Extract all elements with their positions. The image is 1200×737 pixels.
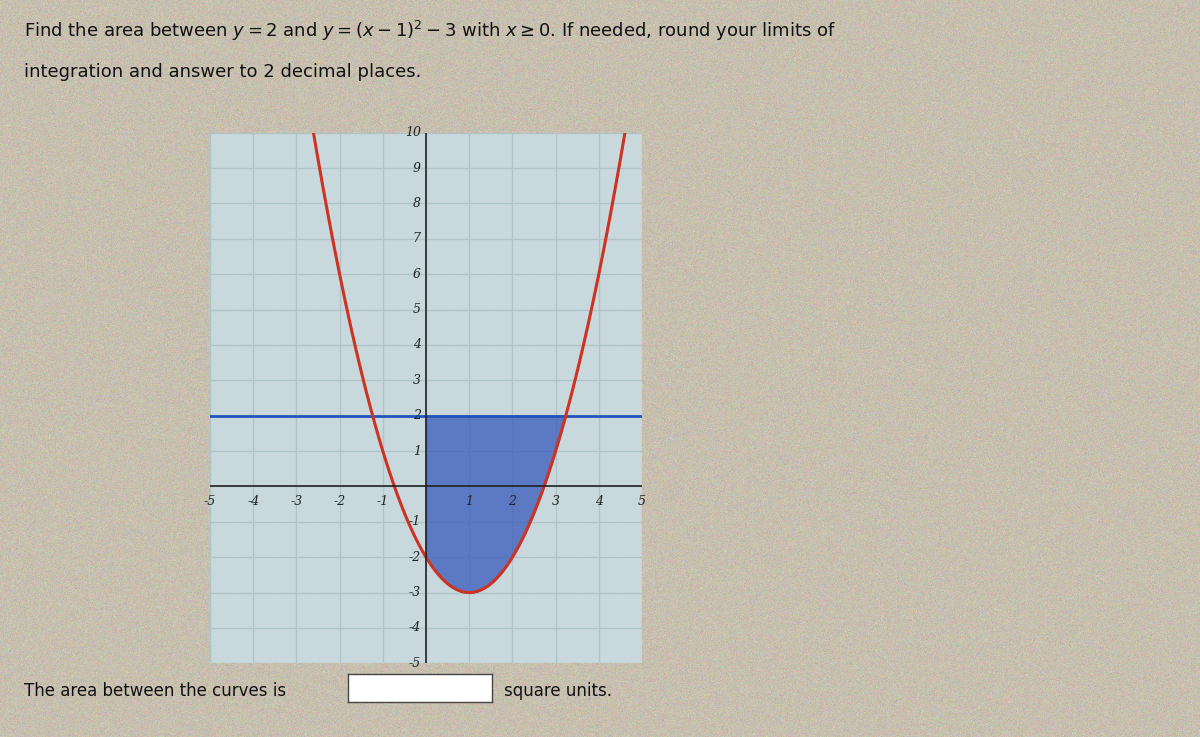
Text: 4: 4 bbox=[413, 338, 421, 352]
Text: 10: 10 bbox=[404, 126, 421, 139]
Text: 3: 3 bbox=[552, 495, 559, 509]
Text: -1: -1 bbox=[377, 495, 389, 509]
Text: square units.: square units. bbox=[504, 682, 612, 699]
Text: 9: 9 bbox=[413, 161, 421, 175]
Text: -4: -4 bbox=[247, 495, 259, 509]
Text: 3: 3 bbox=[413, 374, 421, 387]
Text: 5: 5 bbox=[413, 303, 421, 316]
Text: 2: 2 bbox=[413, 409, 421, 422]
Text: -2: -2 bbox=[408, 551, 421, 564]
Text: -5: -5 bbox=[408, 657, 421, 670]
Text: 2: 2 bbox=[509, 495, 516, 509]
Text: -3: -3 bbox=[408, 586, 421, 599]
Text: 8: 8 bbox=[413, 197, 421, 210]
Text: -1: -1 bbox=[408, 515, 421, 528]
Text: -2: -2 bbox=[334, 495, 346, 509]
Text: 5: 5 bbox=[638, 495, 646, 509]
Text: 1: 1 bbox=[413, 444, 421, 458]
Text: The area between the curves is: The area between the curves is bbox=[24, 682, 286, 699]
Text: 7: 7 bbox=[413, 232, 421, 245]
Text: Find the area between $y = 2$ and $y = (x - 1)^2 - 3$ with $x \geq 0$. If needed: Find the area between $y = 2$ and $y = (… bbox=[24, 18, 836, 43]
Text: 1: 1 bbox=[466, 495, 473, 509]
Text: -5: -5 bbox=[204, 495, 216, 509]
Text: 4: 4 bbox=[595, 495, 602, 509]
Text: 6: 6 bbox=[413, 268, 421, 281]
Text: -4: -4 bbox=[408, 621, 421, 635]
Text: integration and answer to 2 decimal places.: integration and answer to 2 decimal plac… bbox=[24, 63, 421, 80]
Text: -3: -3 bbox=[290, 495, 302, 509]
